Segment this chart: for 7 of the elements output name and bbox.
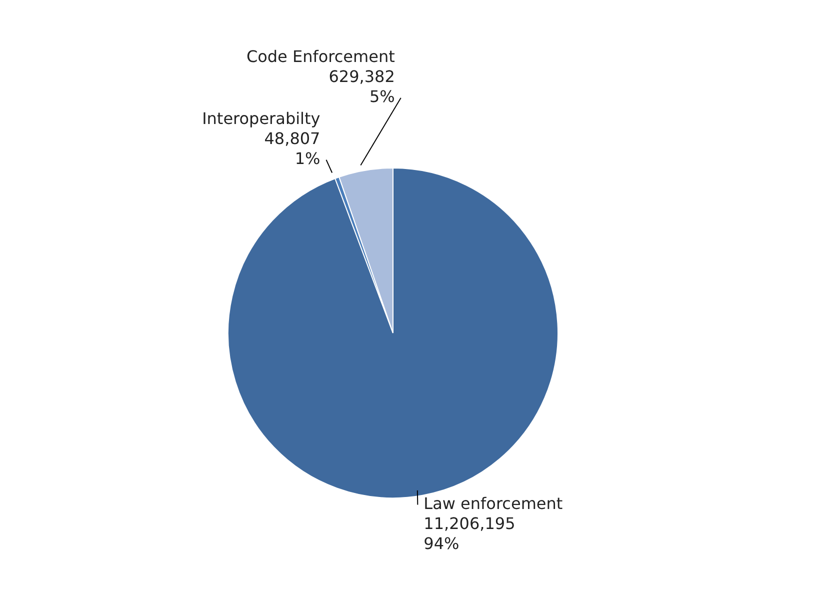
slice-label: Interoperabilty <box>202 109 320 128</box>
data-label: 48,807 1% <box>264 129 320 168</box>
pie-slice <box>228 168 558 498</box>
slice-label: Code Enforcement <box>246 47 395 66</box>
data-label: 629,382 5% <box>328 67 395 106</box>
slice-label: Law enforcement <box>424 494 563 514</box>
data-label: 11,206,195 94% <box>424 514 516 554</box>
